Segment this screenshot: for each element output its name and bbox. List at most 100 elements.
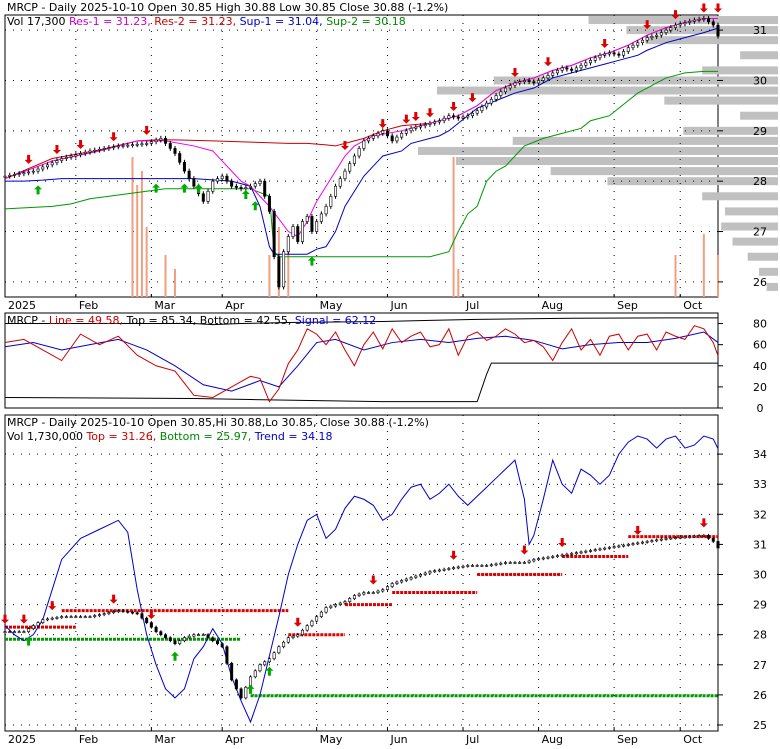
volume-bar xyxy=(136,185,139,297)
trend-panel-title: MRCP - Daily 2025-10-10 Open 30.85,Hi 30… xyxy=(7,416,429,429)
price-candle xyxy=(348,163,352,172)
trend-candle xyxy=(348,598,352,602)
price-candle xyxy=(414,126,418,129)
price-candle xyxy=(631,44,635,49)
trend-candle xyxy=(182,637,186,642)
volume-profile-bar xyxy=(626,26,778,35)
price-candle xyxy=(55,160,59,164)
sell-arrow xyxy=(558,537,567,547)
price-candle xyxy=(626,47,630,52)
price-candle xyxy=(409,128,413,132)
price-y-tick-label: 31 xyxy=(753,24,767,37)
sup1-line xyxy=(5,27,719,255)
price-candle xyxy=(371,135,375,139)
price-y-tick-label: 28 xyxy=(753,175,767,188)
trend-candle xyxy=(593,549,597,551)
price-x-month-label: 2025 xyxy=(8,299,36,312)
trend-candle xyxy=(88,616,92,618)
sell-arrow xyxy=(48,601,57,611)
trend-candle xyxy=(518,562,522,564)
sell-arrow xyxy=(378,119,387,129)
trend-legend-part-2: Bottom = 25.97, xyxy=(160,430,255,443)
trend-legend-part-0: Vol 1,730,000 xyxy=(7,430,86,443)
trend-candle xyxy=(159,631,163,635)
trend-legend-part-1: Top = 31.26, xyxy=(85,430,159,443)
price-candle xyxy=(437,120,441,123)
price-x-month-label: Sep xyxy=(617,299,638,312)
price-candle xyxy=(50,162,54,166)
trend-candle xyxy=(305,625,309,631)
price-candle xyxy=(258,180,262,184)
sell-arrow xyxy=(369,575,378,585)
trend-candle xyxy=(711,538,715,542)
trend-candle xyxy=(272,652,276,660)
volume-profile-bar xyxy=(732,237,778,246)
price-candle xyxy=(239,187,243,190)
volume-profile-bar xyxy=(702,192,778,201)
trend-candle xyxy=(579,551,583,554)
stoch-y-tick-label: 0 xyxy=(757,402,764,415)
price-candle xyxy=(532,81,536,84)
price-x-month-label: Feb xyxy=(79,299,98,312)
price-candle xyxy=(211,180,215,192)
trend-candle xyxy=(532,559,536,562)
trend-candle xyxy=(253,670,257,678)
price-candle xyxy=(60,158,64,161)
trend-candle xyxy=(215,640,219,645)
trend-candle xyxy=(645,541,649,543)
price-candle xyxy=(716,24,720,37)
trend-candle xyxy=(50,617,54,620)
price-candle xyxy=(390,135,394,142)
trend-candle xyxy=(296,634,300,637)
price-candle xyxy=(145,143,149,145)
price-candle xyxy=(612,52,616,55)
price-candle xyxy=(357,148,361,157)
price-candle xyxy=(107,147,111,149)
price-candle xyxy=(64,156,68,159)
trend-candle xyxy=(315,616,319,622)
trend-candle xyxy=(22,631,26,633)
trend-candle xyxy=(234,679,238,690)
price-info-legend-part-0: Vol 17,300 xyxy=(7,15,69,28)
trend-candle xyxy=(452,567,456,570)
price-candle xyxy=(300,221,304,242)
trend-candle xyxy=(102,613,106,615)
trend-candle xyxy=(8,631,12,633)
trend-x-month-label: Mar xyxy=(154,733,175,745)
trend-candle xyxy=(376,590,380,593)
trend-candle xyxy=(664,538,668,540)
price-candle xyxy=(385,130,389,137)
trend-candle xyxy=(603,547,607,550)
trend-candle xyxy=(258,664,262,672)
price-candle xyxy=(83,151,87,154)
trend-candle xyxy=(697,535,701,538)
volume-profile-bar xyxy=(759,267,778,276)
price-candle xyxy=(574,67,578,71)
price-candle xyxy=(286,236,290,252)
trend-x-month-label: Feb xyxy=(79,733,98,745)
price-info-legend-part-1: Res-1 = 31.23, xyxy=(69,15,154,28)
trend-candle xyxy=(74,616,78,618)
price-candle xyxy=(508,85,512,89)
price-candle xyxy=(560,67,564,71)
price-info-legend-part-4: Sup-2 = 30.18 xyxy=(326,15,406,28)
trend-candle xyxy=(343,601,347,604)
trend-candle xyxy=(494,563,498,566)
trend-candle xyxy=(598,548,602,551)
price-candle xyxy=(88,150,92,153)
price-candle xyxy=(664,29,668,33)
sell-arrow xyxy=(402,114,411,124)
trend-candle xyxy=(385,586,389,590)
price-candle xyxy=(121,145,125,147)
stoch-bottom-line xyxy=(4,362,718,403)
trend-candle xyxy=(669,537,673,540)
trend-y-tick-label: 27 xyxy=(753,659,767,672)
sell-arrow xyxy=(510,67,519,77)
trend-candle xyxy=(409,577,413,580)
trend-candle xyxy=(537,558,541,561)
price-candle xyxy=(352,155,356,164)
price-candle xyxy=(277,256,281,288)
price-candle xyxy=(334,185,338,197)
volume-bar xyxy=(457,269,460,297)
trend-x-month-label: Jun xyxy=(389,733,407,745)
